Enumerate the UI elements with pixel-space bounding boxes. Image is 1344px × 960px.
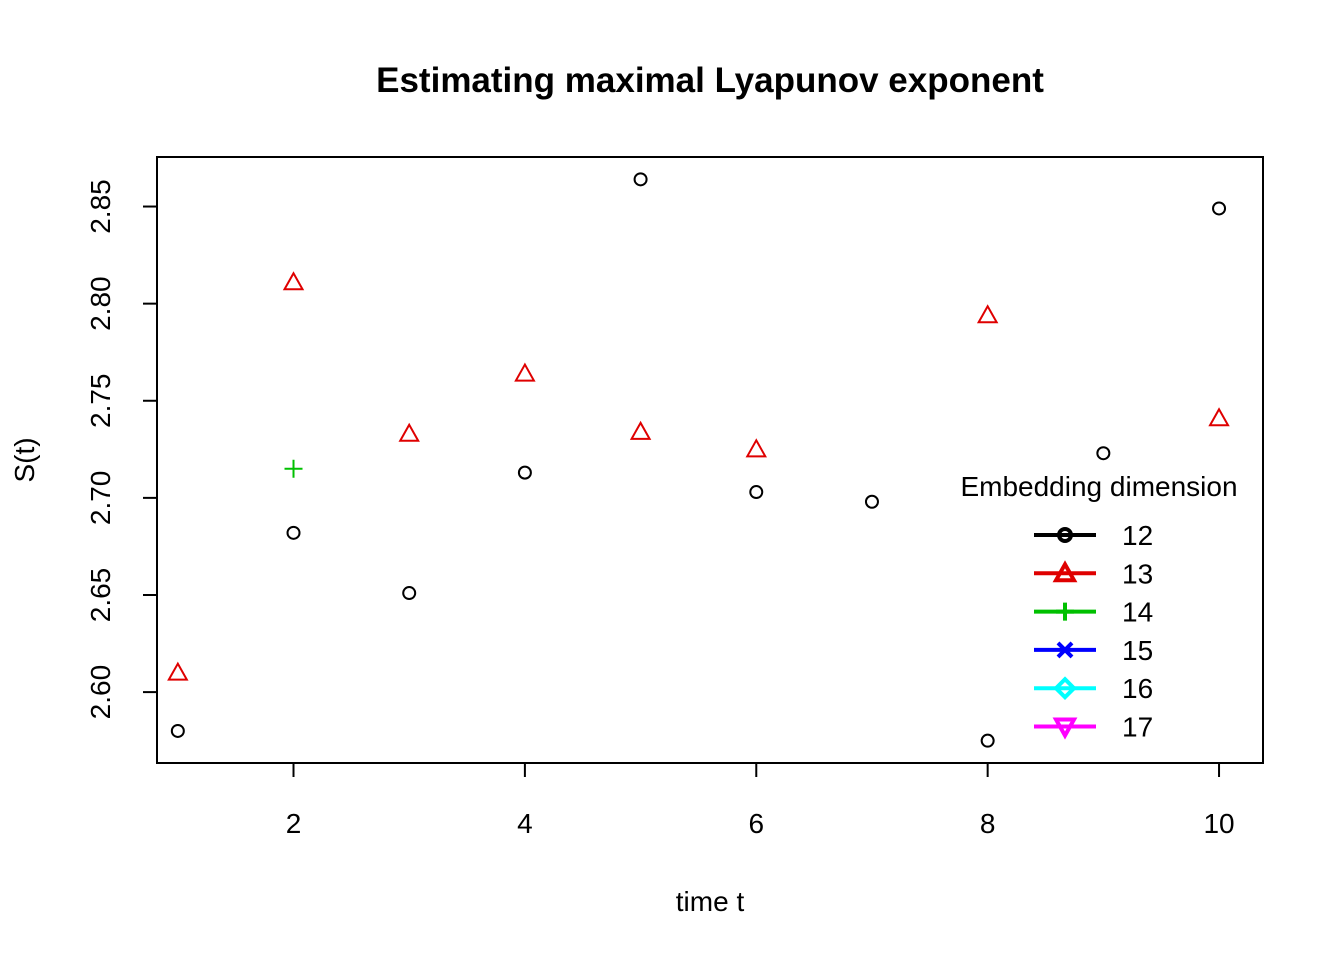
data-point xyxy=(398,422,420,442)
y-tick-label: 2.60 xyxy=(85,665,116,720)
legend-title: Embedding dimension xyxy=(960,471,1237,502)
data-point xyxy=(1208,407,1230,427)
data-points xyxy=(167,172,1230,748)
y-axis-label: S(t) xyxy=(9,437,40,482)
y-tick-label: 2.75 xyxy=(85,374,116,429)
x-axis: 2 4 6 8 10 xyxy=(286,762,1235,839)
y-axis: 2.60 2.65 2.70 2.75 2.80 2.85 xyxy=(85,179,158,720)
legend-marker xyxy=(1052,560,1078,583)
legend-marker xyxy=(1056,602,1074,621)
legend-label: 12 xyxy=(1122,520,1153,551)
plot-frame xyxy=(156,156,1264,764)
data-point xyxy=(629,420,652,440)
data-point xyxy=(633,172,648,187)
x-tick-label: 6 xyxy=(748,808,764,839)
data-point xyxy=(980,733,995,748)
x-axis-label: time t xyxy=(676,886,745,917)
data-point xyxy=(1096,446,1111,461)
x-tick-label: 10 xyxy=(1203,808,1234,839)
legend-marker xyxy=(1057,527,1073,543)
data-point xyxy=(749,485,764,500)
y-tick-label: 2.70 xyxy=(85,471,116,526)
data-point xyxy=(1212,201,1227,216)
x-tick-label: 4 xyxy=(517,808,533,839)
y-tick-label: 2.80 xyxy=(85,276,116,331)
y-tick-label: 2.85 xyxy=(85,179,116,234)
data-point xyxy=(284,459,303,478)
chart-title: Estimating maximal Lyapunov exponent xyxy=(376,61,1044,100)
legend-label: 13 xyxy=(1122,558,1153,589)
x-tick-label: 2 xyxy=(286,808,302,839)
data-point xyxy=(286,525,301,540)
legend-marker xyxy=(1052,717,1078,740)
data-point xyxy=(517,465,532,480)
data-point xyxy=(402,586,417,601)
x-tick-label: 8 xyxy=(980,808,996,839)
y-tick-label: 2.65 xyxy=(85,568,116,623)
data-point xyxy=(514,362,536,382)
legend-label: 14 xyxy=(1122,597,1153,628)
legend-label: 15 xyxy=(1122,635,1153,666)
legend-label: 16 xyxy=(1122,673,1153,704)
data-point xyxy=(745,438,767,458)
legend-marker xyxy=(1053,676,1077,701)
legend-marker xyxy=(1056,641,1074,659)
data-point xyxy=(976,304,999,324)
legend: Embedding dimension 12 13 14 15 16 17 xyxy=(960,471,1237,743)
data-point xyxy=(864,494,879,509)
data-point xyxy=(170,723,185,738)
legend-label: 17 xyxy=(1122,712,1153,743)
data-point xyxy=(167,661,189,681)
data-point xyxy=(282,271,305,291)
